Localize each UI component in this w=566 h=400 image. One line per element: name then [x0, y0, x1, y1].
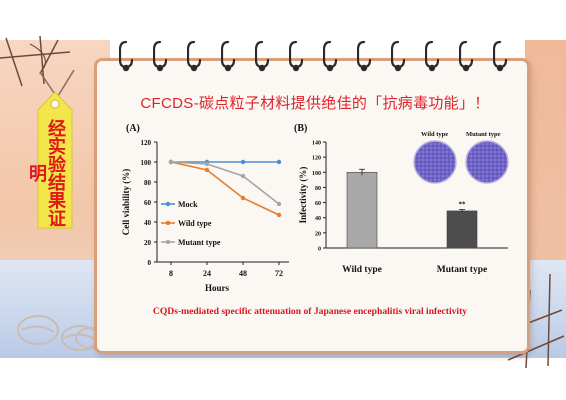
- spiral-ring: [187, 40, 201, 72]
- spiral-ring: [255, 40, 269, 72]
- data-point: [204, 167, 210, 173]
- background-top: [0, 0, 566, 40]
- y-tick-label: 100: [141, 159, 152, 167]
- x-tick-label: 8: [169, 269, 173, 278]
- dish-label-wild-type: Wild type: [421, 131, 449, 138]
- y-axis-title: Infectivity (%): [298, 167, 308, 224]
- legend-label: Mutant type: [178, 238, 221, 247]
- y-tick-label: 80: [315, 186, 321, 192]
- legend-label: Mock: [178, 200, 198, 209]
- cell-viability-chart: 0 20 40 60 80 100 120 8 24 48 72 Hours Cell viabilit…: [121, 139, 289, 293]
- data-point: [240, 159, 246, 165]
- decorative-lines-bottom-right: [507, 273, 565, 369]
- spiral-ring: [289, 40, 303, 72]
- x-tick-label: 24: [203, 269, 211, 278]
- spiral-ring: [425, 40, 439, 72]
- spiral-ring: [391, 40, 405, 72]
- spiral-ring: [493, 40, 507, 72]
- legend-marker: [165, 239, 171, 245]
- y-tick-label: 140: [312, 141, 321, 147]
- spiral-ring: [459, 40, 473, 72]
- legend-marker: [165, 220, 171, 226]
- y-tick-label: 20: [315, 231, 321, 237]
- decorative-lines-top-left: [0, 35, 71, 87]
- x-axis-title: Hours: [205, 283, 230, 293]
- y-tick-label: 120: [312, 156, 321, 162]
- bar: [446, 210, 478, 249]
- panel-a-label: (A): [126, 123, 140, 134]
- plaque-dish-images: [413, 140, 509, 184]
- y-tick-label: 40: [315, 216, 321, 222]
- significance-marker: **: [459, 200, 467, 208]
- tag-shape: [37, 70, 75, 229]
- y-axis-title: Cell viability (%): [121, 169, 131, 236]
- notebook-card: [94, 58, 530, 354]
- bar: [346, 171, 378, 249]
- dish-label-mutant-type: Mutant type: [466, 131, 501, 138]
- y-tick-label: 60: [144, 199, 152, 207]
- legend-label: Wild type: [178, 219, 212, 228]
- category-label: Wild type: [342, 265, 382, 275]
- x-tick-label: 72: [275, 269, 283, 278]
- panel-b-label: (B): [294, 123, 308, 134]
- y-tick-label: 120: [141, 139, 152, 147]
- spiral-ring: [357, 40, 371, 72]
- hanging-tag: 经实验结果证明: [27, 70, 76, 230]
- spiral-ring: [119, 40, 133, 72]
- mutant-type-dish: [465, 140, 509, 184]
- y-tick-label: 40: [144, 219, 152, 227]
- infectivity-bar-chart: 0 20 40 60 80 100 120 140 Infectivity (%) Wild ty…: [298, 141, 508, 275]
- category-label: Mutant type: [437, 265, 487, 275]
- legend-marker: [165, 201, 171, 207]
- spiral-ring: [153, 40, 167, 72]
- y-tick-label: 100: [312, 171, 321, 177]
- background-bottom: [0, 358, 566, 400]
- y-tick-label: 0: [318, 247, 321, 253]
- y-tick-label: 0: [148, 259, 152, 267]
- tag-text: 经实验结果证明: [27, 119, 66, 227]
- wild-type-dish: [413, 140, 457, 184]
- data-point: [276, 159, 282, 165]
- spiral-ring: [221, 40, 235, 72]
- data-point: [168, 159, 174, 165]
- y-tick-label: 60: [315, 201, 321, 207]
- data-point: [276, 212, 282, 218]
- figure-caption: CQDs-mediated specific attenuation of Ja…: [152, 306, 468, 317]
- spiral-ring: [323, 40, 337, 72]
- x-tick-label: 48: [239, 269, 247, 278]
- data-point: [240, 173, 246, 179]
- data-point: [240, 195, 246, 201]
- slide-title: CFCDS-碳点粒子材料提供绝佳的「抗病毒功能」！: [140, 95, 490, 112]
- y-tick-label: 80: [144, 179, 152, 187]
- y-tick-label: 20: [144, 239, 152, 247]
- data-point: [204, 161, 210, 167]
- series-line: [170, 161, 280, 205]
- data-point: [276, 201, 282, 207]
- coffee-beans-decoration: [17, 315, 99, 351]
- series-line: [170, 161, 280, 216]
